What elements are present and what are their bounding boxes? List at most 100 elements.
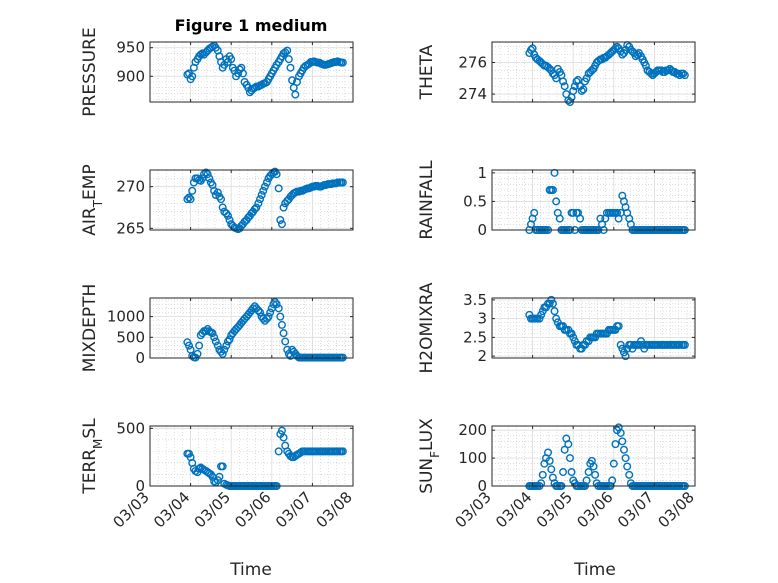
data-point [279,203,288,212]
data-point [266,308,275,317]
data-point [211,337,220,346]
data-point [277,220,286,229]
data-point [276,215,285,224]
data-point [256,195,265,204]
data-point [281,48,290,57]
y-axis-label: THETA [417,44,437,100]
data-point [223,211,232,220]
subplot-3: 265 270 AIRTEMP [80,164,354,237]
data-point [225,215,234,224]
subplot-2: 274 276 THETA [417,41,696,106]
data-point [338,447,347,456]
data-point [220,345,229,354]
data-point [609,459,618,468]
y-axis-label: MIXDEPTH [80,284,100,373]
data-point [223,337,232,346]
axes-frame [149,297,354,359]
data-point [591,470,600,479]
axes-frame [149,41,354,103]
data-point [272,300,281,309]
y-axis-label: TERRMSL [80,418,105,495]
data-point [188,186,197,195]
data-point [550,307,559,316]
data-point [183,195,192,204]
y-tick-label: 200 [458,421,487,439]
data-point [579,85,588,94]
y-axis-label: RAINFALL [417,160,437,240]
data-point [210,186,219,195]
y-axis-label: AIRTEMP [80,164,105,235]
data-point [555,214,564,223]
data-point [188,72,197,81]
data-point [567,329,576,338]
data-point [227,55,236,64]
data-point [262,314,271,323]
data-point [552,197,561,206]
data-point [238,69,247,78]
data-point [254,199,263,208]
axes-frame [149,425,354,487]
data-point [210,477,219,486]
data-point [577,86,586,95]
data-point [272,170,281,179]
subplot-6: 22.533.5 H2OMIXRA [417,282,696,374]
figure-title: Figure 1 medium [175,16,328,35]
data-point [547,295,556,304]
y-tick-label: 100 [458,449,487,467]
data-point [193,349,202,358]
y-tick-label: 2.5 [463,328,487,346]
y-tick-label: 265 [116,219,145,237]
data-point [338,58,347,67]
data-point [222,341,231,350]
y-tick-label: 270 [116,178,145,196]
data-point [210,333,219,342]
data-point [680,340,689,349]
data-point [538,470,547,479]
data-point [225,335,234,344]
data-point [559,77,568,86]
data-point [195,464,204,473]
data-point [680,71,689,80]
data-point [277,320,286,329]
axes-frame [491,425,696,487]
y-tick-label: 3.5 [463,291,487,309]
data-point [675,71,684,80]
y-tick-label: 274 [458,85,487,103]
data-point [274,304,283,313]
data-point [618,437,627,446]
data-point [218,203,227,212]
y-tick-label: 0 [135,349,145,367]
plot-area [150,42,353,102]
data-point [589,462,598,471]
data-point [218,462,227,471]
plot-area [492,170,695,230]
data-point [195,341,204,350]
data-point [291,90,300,99]
y-axis-label: PRESSURE [80,27,100,116]
data-point [202,168,211,177]
axes-frame [491,41,696,103]
data-point [548,299,557,308]
data-point [184,193,193,202]
data-point [545,299,554,308]
data-point [618,344,627,353]
y-axis-label: SUNFLUX [417,418,442,494]
data-point [637,337,646,346]
data-point [338,178,347,187]
data-point [208,329,217,338]
y-tick-label: 950 [116,39,145,57]
data-point [281,337,290,346]
data-point [565,454,574,463]
data-point [199,170,208,179]
data-point [264,312,273,321]
data-point [259,186,268,195]
data-point [254,306,263,315]
data-point [582,476,591,485]
plot-area [492,298,695,358]
x-axis-label-left: Time [229,560,272,580]
data-point [269,300,278,309]
data-point [576,214,585,223]
data-point [633,50,642,59]
plot-area [150,426,353,486]
